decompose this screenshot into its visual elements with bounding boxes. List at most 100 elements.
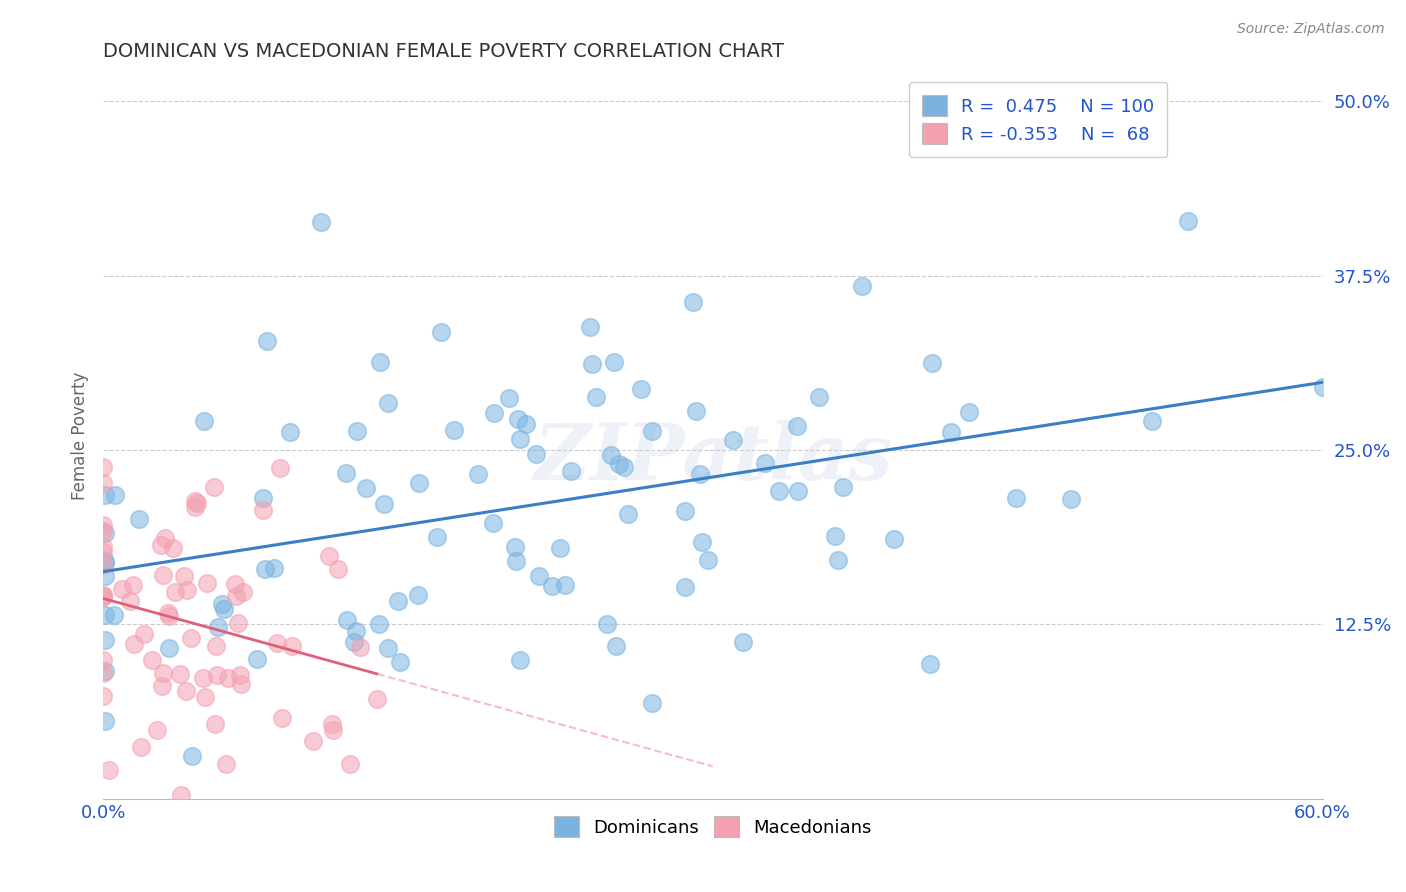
Point xyxy=(228,668,250,682)
Point xyxy=(682,294,704,309)
Point xyxy=(229,677,252,691)
Point xyxy=(600,448,623,462)
Point xyxy=(98,763,121,777)
Point xyxy=(613,460,636,475)
Point xyxy=(91,545,114,559)
Point xyxy=(91,476,114,491)
Point xyxy=(408,475,430,490)
Point xyxy=(225,589,247,603)
Point xyxy=(205,639,228,653)
Point xyxy=(169,667,191,681)
Point xyxy=(388,655,411,669)
Point xyxy=(602,355,624,369)
Point xyxy=(163,585,186,599)
Point xyxy=(149,538,172,552)
Point xyxy=(269,461,291,475)
Point xyxy=(94,569,117,583)
Point xyxy=(426,530,449,544)
Point xyxy=(129,740,152,755)
Point xyxy=(322,723,344,737)
Point xyxy=(280,640,302,654)
Point xyxy=(368,355,391,369)
Point xyxy=(957,405,980,419)
Point xyxy=(786,418,808,433)
Point xyxy=(270,711,292,725)
Point xyxy=(920,657,942,672)
Point xyxy=(554,578,576,592)
Point xyxy=(252,491,274,505)
Point xyxy=(335,467,357,481)
Point xyxy=(921,355,943,369)
Point xyxy=(169,788,191,802)
Point xyxy=(103,607,125,622)
Point xyxy=(673,580,696,594)
Point xyxy=(122,637,145,651)
Point xyxy=(176,583,198,598)
Point xyxy=(263,561,285,575)
Point xyxy=(202,480,225,494)
Point xyxy=(349,640,371,654)
Point xyxy=(560,464,582,478)
Point xyxy=(91,665,114,680)
Point xyxy=(692,534,714,549)
Point xyxy=(309,215,332,229)
Point xyxy=(607,457,630,471)
Point xyxy=(505,541,527,555)
Point xyxy=(443,423,465,437)
Point xyxy=(156,606,179,620)
Point xyxy=(733,635,755,649)
Point xyxy=(94,526,117,541)
Point xyxy=(94,664,117,678)
Point xyxy=(141,652,163,666)
Point xyxy=(824,529,846,543)
Point xyxy=(595,617,617,632)
Point xyxy=(641,697,664,711)
Point xyxy=(111,582,134,596)
Point xyxy=(883,532,905,546)
Point xyxy=(128,511,150,525)
Point xyxy=(509,653,531,667)
Point xyxy=(509,432,531,446)
Point xyxy=(91,558,114,572)
Point xyxy=(212,602,235,616)
Point xyxy=(191,671,214,685)
Point xyxy=(132,627,155,641)
Point xyxy=(207,619,229,633)
Point xyxy=(302,734,325,748)
Point xyxy=(204,717,226,731)
Point xyxy=(120,594,142,608)
Point xyxy=(153,531,176,545)
Point xyxy=(685,403,707,417)
Point xyxy=(354,481,377,495)
Point xyxy=(377,395,399,409)
Point xyxy=(152,665,174,680)
Point xyxy=(1312,380,1334,394)
Point xyxy=(180,631,202,645)
Point xyxy=(122,578,145,592)
Point xyxy=(91,589,114,603)
Point xyxy=(91,517,114,532)
Point xyxy=(550,541,572,555)
Point xyxy=(640,424,662,438)
Point xyxy=(1177,214,1199,228)
Point xyxy=(217,671,239,685)
Point xyxy=(104,488,127,502)
Point xyxy=(827,552,849,566)
Point xyxy=(246,651,269,665)
Point xyxy=(721,434,744,448)
Point xyxy=(194,690,217,704)
Point xyxy=(540,579,562,593)
Point xyxy=(184,500,207,514)
Point xyxy=(186,496,208,510)
Point xyxy=(183,494,205,508)
Point xyxy=(173,568,195,582)
Point xyxy=(157,640,180,655)
Point xyxy=(832,480,855,494)
Point xyxy=(630,382,652,396)
Point xyxy=(581,358,603,372)
Point xyxy=(336,613,359,627)
Point xyxy=(252,503,274,517)
Point xyxy=(256,334,278,348)
Point xyxy=(343,634,366,648)
Point xyxy=(91,460,114,475)
